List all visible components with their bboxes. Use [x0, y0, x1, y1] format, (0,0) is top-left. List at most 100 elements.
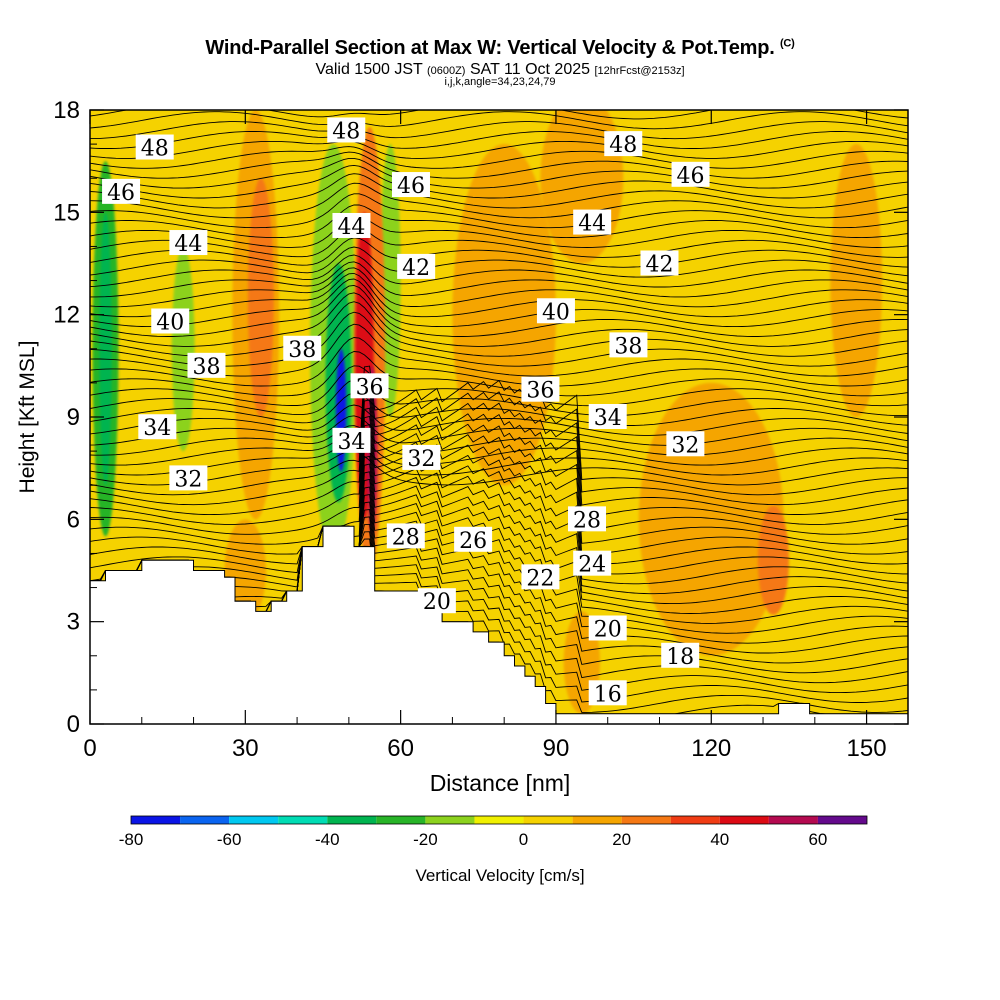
isentrope-line — [90, 379, 908, 417]
isentrope-line — [90, 433, 908, 466]
theta-label-text: 42 — [645, 253, 673, 278]
isentrope-line — [90, 182, 908, 219]
colorbar-tick-label: -40 — [315, 830, 340, 849]
isentrope-line — [90, 146, 908, 169]
theta-label-box — [521, 564, 560, 590]
theta-label: 36 — [350, 373, 389, 400]
theta-label-box — [332, 427, 371, 453]
theta-label: 44 — [332, 212, 371, 240]
colorbar-frame — [130, 815, 868, 825]
theta-label-text: 36 — [526, 379, 554, 404]
theta-label-text: 48 — [141, 137, 169, 162]
theta-label-text: 40 — [156, 310, 184, 335]
theta-label-box — [138, 414, 177, 440]
theta-label: 40 — [151, 308, 190, 335]
theta-label: 24 — [573, 550, 612, 578]
colorbar-swatch — [670, 816, 720, 824]
isentrope-line — [90, 204, 908, 239]
theta-label-text: 34 — [143, 416, 171, 441]
isentrope-line — [90, 227, 908, 258]
theta-label-text: 44 — [337, 215, 365, 240]
isentrope-line — [90, 121, 908, 140]
theta-label-box — [187, 352, 226, 378]
theta-label: 20 — [417, 588, 456, 615]
theta-label-text: 38 — [614, 334, 642, 359]
isentrope-line — [90, 450, 908, 486]
isentrope-line — [90, 337, 908, 387]
isentrope-line — [90, 442, 908, 476]
y-tick-label: 18 — [53, 97, 80, 124]
theta-label-text: 46 — [677, 164, 705, 189]
theta-label-text: 44 — [578, 212, 606, 237]
x-tick-label: 60 — [387, 735, 414, 762]
theta-label-text: 34 — [594, 406, 622, 431]
theta-label-text: 46 — [107, 181, 135, 206]
colorbar-label: Vertical Velocity [cm/s] — [415, 866, 584, 885]
y-tick-label: 12 — [53, 302, 80, 329]
y-tick-label: 9 — [67, 404, 80, 431]
chart-title: Wind-Parallel Section at Max W: Vertical… — [0, 37, 1000, 60]
theta-label-text: 26 — [459, 529, 487, 554]
theta-label: 26 — [454, 526, 493, 554]
theta-label-text: 16 — [594, 682, 622, 707]
isentrope-line — [90, 140, 908, 159]
theta-label-box — [588, 404, 627, 429]
colorbar-swatch — [474, 816, 524, 824]
valid-date: SAT 11 Oct 2025 — [469, 61, 591, 78]
theta-label: 48 — [135, 134, 174, 162]
theta-label-box — [588, 615, 627, 641]
isentrope-line — [90, 311, 908, 367]
theta-label-text: 36 — [356, 375, 384, 400]
isentrope-line — [90, 151, 908, 179]
theta-label-box — [604, 131, 643, 157]
isentrope-line — [90, 215, 908, 248]
velocity-cell — [757, 505, 789, 615]
theta-label-box — [454, 526, 493, 552]
isentrope-line — [90, 193, 908, 229]
theta-label: 42 — [640, 250, 679, 278]
colorbar-swatch — [278, 816, 328, 824]
theta-label: 34 — [588, 404, 627, 431]
theta-label: 32 — [666, 431, 705, 458]
theta-label: 46 — [102, 178, 141, 206]
theta-label-box — [169, 230, 208, 256]
theta-label-box — [521, 376, 560, 402]
isentrope-line — [90, 278, 908, 328]
title-main: Wind-Parallel Section at Max W: Vertical… — [205, 37, 775, 59]
theta-label: 42 — [397, 253, 436, 281]
theta-label: 40 — [536, 298, 575, 325]
isentrope-line — [90, 254, 908, 288]
colorbar-swatch — [768, 816, 818, 824]
colorbar-tick-label: -20 — [413, 830, 438, 849]
colorbar-swatch — [719, 816, 769, 824]
valid-prefix: Valid 1500 JST — [315, 61, 423, 78]
theta-label: 28 — [386, 523, 425, 550]
x-tick-label: 120 — [691, 735, 731, 762]
theta-label-box — [135, 134, 174, 160]
colorbar-swatch — [425, 816, 475, 824]
theta-label: 46 — [671, 161, 710, 189]
theta-label-text: 38 — [288, 338, 316, 363]
theta-label: 46 — [391, 172, 430, 199]
theta-label-text: 20 — [423, 590, 451, 615]
theta-label-text: 32 — [407, 447, 435, 472]
velocity-cell — [830, 144, 883, 418]
colorbar-swatch — [817, 816, 867, 824]
theta-label-text: 32 — [174, 467, 202, 492]
theta-label-text: 32 — [671, 433, 699, 458]
colorbar: -80 -60 -40 -20 0 20 40 60 — [119, 815, 868, 849]
isentrope-line — [90, 267, 908, 308]
colorbar-tick-label: -80 — [119, 830, 144, 849]
theta-label-box — [671, 161, 710, 187]
theta-label-text: 48 — [332, 119, 360, 144]
theta-label-box — [568, 506, 607, 532]
isentrope-line — [90, 392, 908, 426]
theta-label-text: 20 — [594, 617, 622, 642]
theta-label-box — [102, 178, 141, 204]
theta-label-text: 40 — [542, 300, 570, 325]
theta-label-box — [536, 298, 575, 324]
x-tick-label: 0 — [83, 735, 96, 762]
velocity-cell — [379, 144, 401, 418]
theta-label-box — [397, 253, 436, 279]
